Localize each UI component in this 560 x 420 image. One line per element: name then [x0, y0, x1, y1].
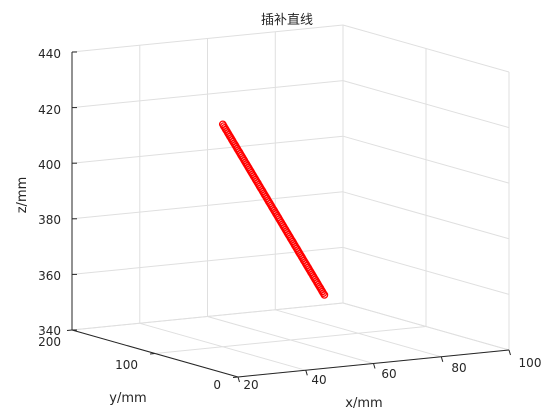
z-tick-labels: 340 360 380 400 420 440 [38, 47, 61, 338]
x-tick-label: 100 [519, 356, 542, 370]
x-tick-label: 60 [381, 367, 396, 381]
y-tick-label: 200 [38, 335, 61, 349]
grid-line [71, 191, 344, 220]
series-points [218, 120, 329, 299]
x-axis-label: x/mm [345, 396, 382, 411]
x-tick [237, 376, 240, 383]
y-tick-labels: 200 100 0 [38, 335, 221, 392]
chart-title: 插补直线 [261, 13, 313, 28]
tick-marks [66, 51, 511, 383]
y-tick-label: 100 [115, 358, 138, 372]
grid-line [154, 326, 427, 354]
grid-line [342, 80, 510, 129]
z-tick-label: 440 [38, 47, 61, 61]
y-axis-label: y/mm [109, 391, 146, 406]
z-tick-label: 360 [38, 269, 61, 283]
x-tick-label: 20 [243, 378, 258, 392]
x-tick [508, 349, 511, 356]
grid-line [342, 135, 510, 184]
data-point [320, 291, 329, 299]
grid-line [71, 24, 344, 53]
z-tick-label: 400 [38, 158, 61, 172]
grid-line [342, 302, 510, 351]
grid-line [71, 80, 344, 109]
y-tick [66, 329, 73, 331]
x-tick [373, 363, 376, 369]
x-tick-label: 40 [311, 373, 326, 387]
z-tick-label: 340 [38, 324, 61, 338]
x-tick-labels: 20 40 60 80 100 [243, 356, 541, 392]
y-tick-label: 0 [213, 378, 221, 392]
z-axis-label: z/mm [15, 177, 30, 214]
grid-line [342, 24, 510, 73]
x-tick [305, 370, 308, 376]
grid-line [342, 191, 510, 240]
grid-line [71, 302, 344, 331]
x-tick [440, 356, 444, 362]
x-tick-label: 80 [451, 361, 466, 375]
z-tick-label: 420 [38, 103, 61, 117]
z-tick-label: 380 [38, 213, 61, 227]
y-tick [149, 353, 156, 355]
y-tick [232, 376, 239, 378]
grid-line [342, 246, 510, 295]
grid-line [71, 135, 344, 164]
